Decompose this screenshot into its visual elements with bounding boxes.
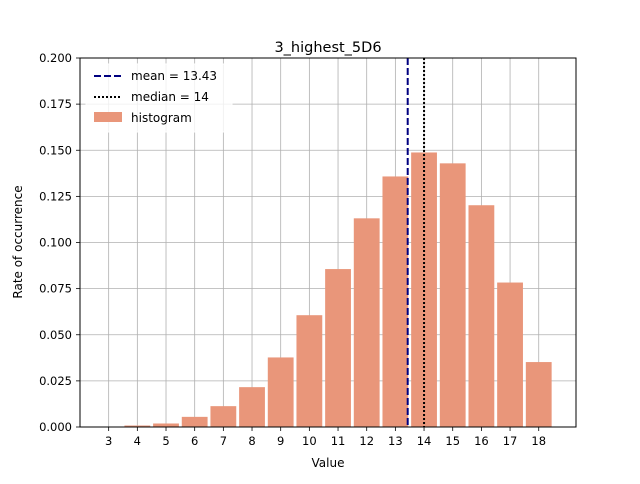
histogram-bar — [411, 152, 437, 427]
x-tick-label: 12 — [359, 434, 374, 448]
chart-title: 3_highest_5D6 — [274, 40, 381, 56]
histogram-bar — [268, 357, 294, 427]
legend: mean = 13.43 median = 14 histogram — [86, 64, 232, 132]
y-tick-label: 0.000 — [39, 420, 72, 434]
x-tick-label: 15 — [445, 434, 460, 448]
histogram-bar — [354, 218, 380, 427]
legend-histogram-swatch — [94, 112, 122, 122]
x-axis-label: Value — [312, 456, 345, 470]
x-tick-label: 8 — [248, 434, 255, 448]
x-tick-label: 10 — [302, 434, 317, 448]
histogram-bar — [382, 176, 408, 427]
x-tick-label: 9 — [277, 434, 284, 448]
histogram-bar — [182, 417, 208, 427]
y-tick-label: 0.200 — [39, 51, 72, 65]
legend-mean-label: mean = 13.43 — [131, 69, 217, 83]
y-tick-label: 0.175 — [39, 97, 72, 111]
histogram-bar — [325, 269, 351, 427]
legend-histogram-label: histogram — [131, 111, 192, 125]
histogram-bar — [210, 406, 236, 427]
y-tick-label: 0.025 — [39, 374, 72, 388]
x-tick-label: 13 — [388, 434, 403, 448]
x-tick-label: 14 — [417, 434, 432, 448]
histogram-bar — [440, 163, 466, 427]
x-tick-label: 6 — [191, 434, 198, 448]
x-tick-label: 5 — [162, 434, 169, 448]
x-tick-label: 18 — [531, 434, 546, 448]
x-tick-label: 3 — [105, 434, 112, 448]
y-tick-label: 0.150 — [39, 143, 72, 157]
histogram-bar — [239, 387, 265, 427]
histogram-bar — [153, 423, 179, 427]
x-tick-label: 7 — [220, 434, 227, 448]
x-tick-label: 11 — [331, 434, 346, 448]
histogram-bar — [526, 362, 552, 427]
y-tick-label: 0.125 — [39, 189, 72, 203]
y-tick-label: 0.100 — [39, 236, 72, 250]
histogram-bar — [497, 283, 523, 427]
y-tick-label: 0.075 — [39, 282, 72, 296]
histogram-bar — [468, 205, 494, 427]
y-axis-label: Rate of occurrence — [11, 185, 25, 298]
x-tick-label: 4 — [134, 434, 141, 448]
legend-median-label: median = 14 — [131, 90, 209, 104]
y-tick-label: 0.050 — [39, 328, 72, 342]
x-tick-label: 17 — [503, 434, 518, 448]
histogram-bar — [296, 315, 322, 427]
x-tick-label: 16 — [474, 434, 489, 448]
